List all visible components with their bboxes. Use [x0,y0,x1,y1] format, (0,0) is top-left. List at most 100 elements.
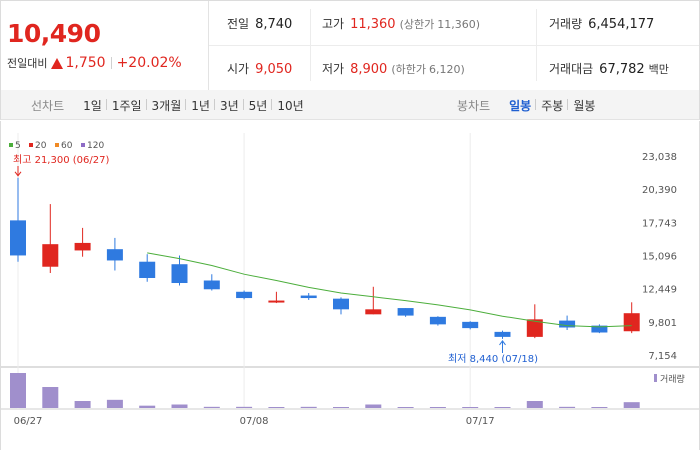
tab-candle-period-1[interactable]: 주봉 [535,97,568,114]
x-tick-label: 07/17 [466,416,495,427]
candle-body [397,308,414,316]
candle-chart-title: 봉차트 [457,98,491,113]
legend-label: 5 [15,141,21,151]
stats-row-1: 전일 8,740 고가 11,360 (상한가 11,360) 거래량 6,45… [209,1,699,46]
change-value: 1,750 [65,55,106,71]
tab-line-period-4[interactable]: 3년 [213,97,244,114]
x-tick-label: 06/27 [14,416,43,427]
candle-body [333,298,349,310]
volume-value: 6,454,177 [588,16,655,32]
volume-cell: 거래량 6,454,177 [549,15,654,32]
open-value: 9,050 [255,62,293,77]
volume-bar [526,401,543,408]
stats-row-2: 시가 9,050 저가 8,900 (하한가 6,120) 거래대금 67,78… [209,46,699,91]
y-tick-label: 9,801 [648,318,677,329]
stock-chart: 06/27 07/08 07/17 23,038 20,390 17,743 15,096 1… [0,121,700,450]
y-tick-label: 20,390 [642,185,677,196]
legend-label: 120 [87,141,104,151]
tab-candle-period-0[interactable]: 일봉 [509,98,532,113]
high-value: 11,360 [350,16,396,32]
candle-body [236,291,253,299]
turnover-unit: 백만 [648,63,669,76]
candlestick-chart: 06/27 07/08 07/17 23,038 20,390 17,743 15,096 1… [1,133,699,427]
low-label: 저가 [322,62,345,76]
change-row: 전일대비 1,750 +20.02% [7,55,208,71]
x-tick-label: 07/08 [240,416,269,427]
candle-body [365,309,382,315]
tab-candle-period-2[interactable]: 월봉 [567,97,600,114]
volume-bar [559,406,576,408]
tab-line-period-3[interactable]: 1년 [185,97,215,114]
candle-body [429,316,446,325]
upper-limit-label: (상한가 [399,17,435,31]
volume-bar [591,407,608,408]
tab-line-period-5[interactable]: 5년 [242,97,273,114]
volume-bar [139,405,156,408]
volume-bar [236,406,253,408]
high-label: 고가 [322,16,345,31]
low-value: 8,900 [350,62,388,77]
chart-tab-bar: 선차트 1일 1주일 3개월 1년 3년 5년 10년 봉차트 일봉 주봉 월봉 [0,90,700,120]
prev-close-label: 전일 [227,16,250,31]
volume-bar [494,407,511,408]
volume-bar [429,407,446,408]
tab-line-period-2[interactable]: 3개월 [145,97,187,114]
volume-bar [74,401,91,408]
candle-body [526,319,543,337]
high-cell: 고가 11,360 (상한가 11,360) [322,15,480,32]
low-arrow-head [499,340,506,346]
volume-bar [268,407,285,408]
open-label: 시가 [227,62,250,76]
volume-bar [203,406,220,408]
volume-legend-label: 거래량 [660,373,685,385]
volume-bar [365,404,382,408]
volume-bar [333,407,349,408]
y-tick-label: 12,449 [642,285,677,296]
legend-label: 60 [61,141,73,151]
low-annotation: 최저 8,440 (07/18) [448,353,538,365]
turnover-cell: 거래대금 67,782 백만 [549,60,669,77]
legend-swatch [55,143,59,147]
candle-body [106,249,123,261]
volume-bar [397,407,414,408]
turnover-label: 거래대금 [549,62,594,76]
candle-body [591,325,608,333]
tab-line-period-0[interactable]: 1일 [83,98,102,113]
y-tick-label: 23,038 [642,152,677,163]
volume-label: 거래량 [549,16,583,31]
volume-bar [106,399,123,408]
tab-line-period-6[interactable]: 10년 [271,97,308,114]
tab-line-period-1[interactable]: 1주일 [105,97,147,114]
open-cell: 시가 9,050 [227,60,292,77]
low-cell: 저가 8,900 (하한가 6,120) [322,60,465,77]
legend-swatch [81,143,85,147]
current-price: 10,490 [7,19,101,48]
y-tick-label: 15,096 [642,252,677,263]
divider [110,57,112,69]
price-summary: 10,490 전일대비 1,750 +20.02% 전일 8,740 고가 11… [0,0,700,91]
up-triangle-icon [51,57,64,69]
line-chart-tabs: 선차트 1일 1주일 3개월 1년 3년 5년 10년 [31,90,309,120]
candle-body [462,321,479,329]
high-annotation: 최고 21,300 (06/27) [13,154,109,166]
candle-body [494,331,511,337]
prev-close-value: 8,740 [255,16,293,32]
volume-bar [171,404,188,408]
volume-bar [462,407,479,408]
legend-label: 20 [35,141,47,151]
y-tick-label: 7,154 [648,351,677,362]
candle-body [139,261,156,279]
candle-body [171,264,188,284]
ma5-line [147,252,632,328]
high-arrow-head [14,171,22,177]
legend-swatch [9,143,13,147]
lower-limit-label: (하한가 [391,63,426,76]
candle-chart-tabs: 봉차트 일봉 주봉 월봉 [457,90,600,120]
volume-legend-swatch [654,374,657,382]
candle-body [623,313,640,332]
change-label: 전일대비 [7,57,48,70]
volume-bar [300,406,317,408]
y-tick-label: 17,743 [642,218,677,229]
line-chart-title: 선차트 [31,98,65,113]
volume-bar [10,373,26,408]
